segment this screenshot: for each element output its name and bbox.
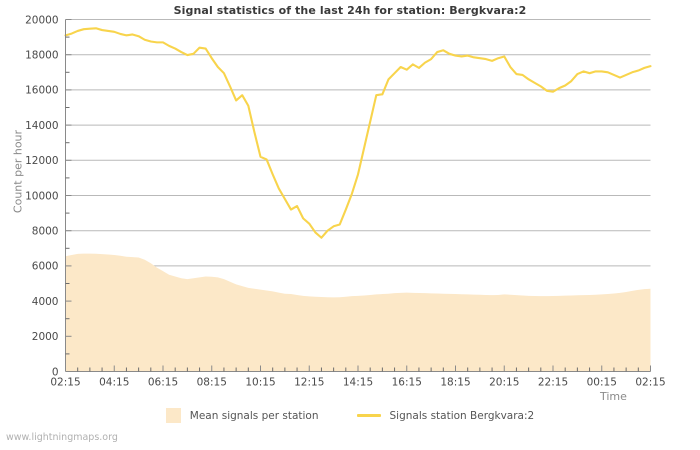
x-axis-tick-labels: 02:15 04:15 06:15 08:15 10:15 12:15 14:15 16:15…: [50, 377, 665, 389]
svg-text:4000: 4000: [32, 296, 59, 308]
svg-text:18000: 18000: [25, 50, 58, 62]
svg-text:02:15: 02:15: [635, 377, 665, 389]
svg-text:10:15: 10:15: [245, 377, 275, 389]
svg-text:12:15: 12:15: [294, 377, 324, 389]
svg-text:02:15: 02:15: [50, 377, 80, 389]
chart-title: Signal statistics of the last 24h for st…: [173, 4, 527, 17]
svg-text:14000: 14000: [25, 120, 58, 132]
legend-label-station-signals: Signals station Bergkvara:2: [389, 409, 535, 422]
svg-text:18:15: 18:15: [440, 377, 470, 389]
line-series-station-signals: [64, 27, 652, 239]
legend-item-mean-signals: Mean signals per station: [165, 408, 319, 423]
legend-area-swatch-icon: [165, 408, 181, 423]
svg-text:08:15: 08:15: [197, 377, 227, 389]
svg-text:16:15: 16:15: [392, 377, 422, 389]
y-axis-title: Count per hour: [11, 129, 25, 214]
chart-legend: Mean signals per station Signals station…: [0, 408, 700, 423]
svg-text:20000: 20000: [25, 14, 58, 26]
svg-text:0: 0: [52, 366, 59, 378]
svg-text:2000: 2000: [32, 331, 59, 343]
legend-line-swatch-icon: [356, 414, 381, 417]
svg-text:8000: 8000: [32, 226, 59, 238]
legend-label-mean-signals: Mean signals per station: [189, 409, 319, 422]
svg-text:16000: 16000: [25, 85, 58, 97]
y-axis-tick-labels: 0 2000 4000 6000 8000 10000 12000 14000 16000 180…: [25, 14, 58, 378]
area-series-mean-signals: [65, 253, 651, 372]
svg-text:04:15: 04:15: [99, 377, 129, 389]
svg-text:06:15: 06:15: [148, 377, 178, 389]
legend-item-station-signals: Signals station Bergkvara:2: [356, 409, 535, 422]
svg-text:6000: 6000: [32, 261, 59, 273]
site-watermark: www.lightningmaps.org: [6, 432, 118, 443]
svg-text:20:15: 20:15: [489, 377, 519, 389]
svg-text:00:15: 00:15: [587, 377, 617, 389]
svg-text:10000: 10000: [25, 190, 58, 202]
x-axis-title: Time: [600, 390, 627, 403]
axis-ticks: [65, 19, 651, 372]
svg-text:22:15: 22:15: [538, 377, 568, 389]
svg-text:14:15: 14:15: [343, 377, 373, 389]
svg-text:12000: 12000: [25, 155, 58, 167]
